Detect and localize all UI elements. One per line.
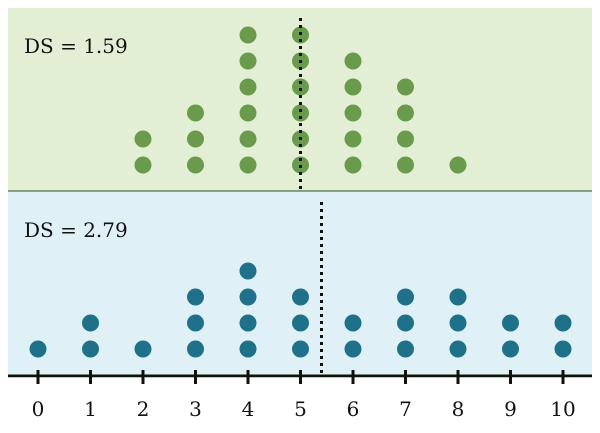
dot-x7-2 bbox=[397, 314, 414, 332]
tick-label: 3 bbox=[189, 397, 202, 421]
panel-label: DS = 1.59 bbox=[24, 34, 128, 58]
dot-x8-2 bbox=[449, 314, 467, 332]
tick-label: 9 bbox=[504, 397, 517, 421]
dot-x0-1 bbox=[29, 340, 47, 358]
dot-x3-1 bbox=[187, 156, 204, 174]
dot-x4-4 bbox=[239, 262, 257, 280]
panel-1: DS = 1.59 bbox=[8, 8, 592, 192]
tick-label: 6 bbox=[347, 397, 360, 421]
dot-x3-2 bbox=[187, 130, 204, 148]
dot-x4-5 bbox=[239, 52, 257, 70]
dot-x5-2 bbox=[292, 314, 309, 332]
dot-x7-1 bbox=[397, 156, 414, 174]
dot-x4-4 bbox=[239, 78, 257, 96]
x-axis: 0 1 2 3 4 5 6 7 8 9 10 bbox=[8, 370, 592, 421]
dot-x2-2 bbox=[134, 130, 152, 148]
dot-x3-2 bbox=[187, 314, 204, 332]
dot-x1-1 bbox=[82, 340, 99, 358]
tick-label: 5 bbox=[294, 397, 307, 421]
panels-group: DS = 1.59 DS = 2.79 bbox=[8, 8, 592, 376]
tick-label: 2 bbox=[137, 397, 150, 421]
dot-x5-4 bbox=[292, 78, 309, 96]
dot-x9-1 bbox=[502, 340, 519, 358]
dot-x3-3 bbox=[187, 104, 204, 122]
dot-x8-3 bbox=[449, 288, 467, 306]
dot-x9-2 bbox=[502, 314, 519, 332]
dot-x5-3 bbox=[292, 104, 309, 122]
dot-x8-1 bbox=[449, 340, 467, 358]
dot-x4-6 bbox=[239, 26, 257, 44]
dot-x5-3 bbox=[292, 288, 309, 306]
dot-x7-1 bbox=[397, 340, 414, 358]
dot-x7-4 bbox=[397, 78, 414, 96]
panel-2: DS = 2.79 bbox=[8, 192, 592, 376]
dot-x1-2 bbox=[82, 314, 99, 332]
panel-label: DS = 2.79 bbox=[24, 218, 128, 242]
dot-x5-1 bbox=[292, 340, 309, 358]
dot-x4-1 bbox=[239, 156, 257, 174]
dot-x10-1 bbox=[554, 340, 572, 358]
tick-label: 8 bbox=[452, 397, 465, 421]
dot-x2-1 bbox=[134, 340, 152, 358]
dot-x4-1 bbox=[239, 340, 257, 358]
dot-x8-1 bbox=[449, 156, 467, 174]
tick-label: 4 bbox=[242, 397, 255, 421]
tick-label: 7 bbox=[399, 397, 412, 421]
dot-x6-4 bbox=[344, 78, 362, 96]
dot-x6-3 bbox=[344, 104, 362, 122]
tick-label: 10 bbox=[550, 397, 575, 421]
dot-x4-3 bbox=[239, 288, 257, 306]
dot-x7-3 bbox=[397, 104, 414, 122]
tick-label: 1 bbox=[84, 397, 97, 421]
dot-x6-1 bbox=[344, 156, 362, 174]
dot-x7-2 bbox=[397, 130, 414, 148]
dot-x3-1 bbox=[187, 340, 204, 358]
dot-x6-2 bbox=[344, 130, 362, 148]
dot-x3-3 bbox=[187, 288, 204, 306]
dot-x2-1 bbox=[134, 156, 152, 174]
dot-x4-3 bbox=[239, 104, 257, 122]
dot-x10-2 bbox=[554, 314, 572, 332]
dot-x4-2 bbox=[239, 130, 257, 148]
dot-x6-2 bbox=[344, 314, 362, 332]
dot-x6-5 bbox=[344, 52, 362, 70]
dot-x4-2 bbox=[239, 314, 257, 332]
dot-x6-1 bbox=[344, 340, 362, 358]
tick-label: 0 bbox=[32, 397, 45, 421]
dot-x7-3 bbox=[397, 288, 414, 306]
